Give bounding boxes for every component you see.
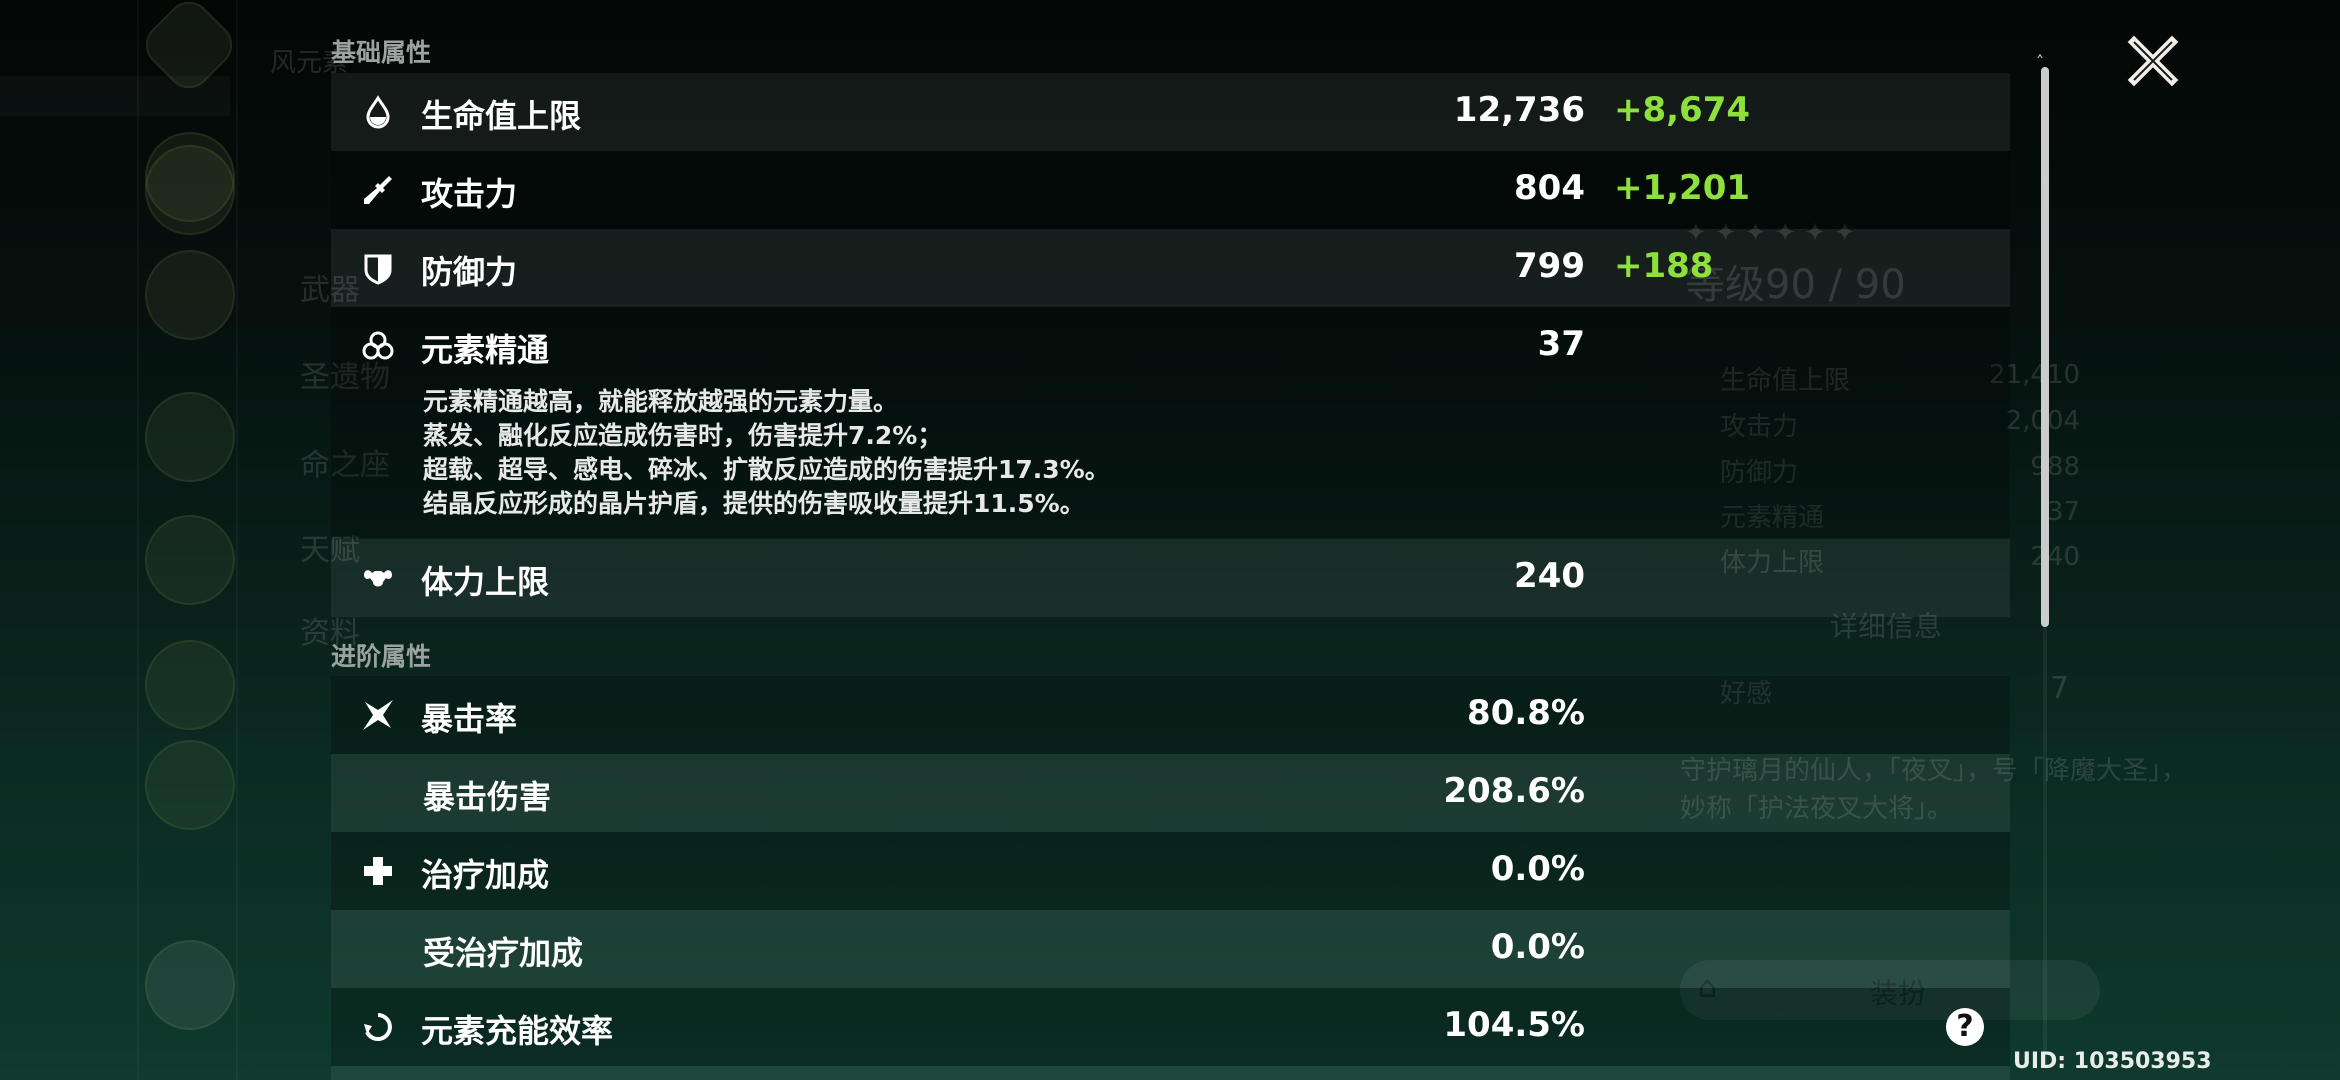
advanced-attributes-heading: 进阶属性 [331,642,432,671]
scroll-up-arrow-icon[interactable]: ˄ [2036,52,2044,71]
stat-label: 生命值上限 [1720,366,1851,396]
base-attributes-heading: 基础属性 [331,38,432,67]
stat-value: 799 [1514,246,1585,286]
description-line: 超载、超导、感电、碎冰、扩散反应造成的伤害提升17.3%。 [423,455,1110,484]
sidebar-divider [236,0,238,1080]
description-line: 蒸发、融化反应造成伤害时，伤害提升7.2%； [423,421,943,450]
stat-label: 治疗加成 [421,856,550,894]
sidebar-tab-profile[interactable]: 资料 [300,616,360,651]
stat-value: 988 [2030,452,2080,482]
description-line: 结晶反应形成的晶片护盾，提供的伤害吸收量提升11.5%。 [423,489,1085,518]
uid-label: UID: 103503953 [2013,1049,2212,1074]
stat-label: 暴击率 [421,700,518,738]
stat-value: 240 [1514,556,1585,596]
stat-value: 0.0% [1490,927,1585,967]
sidebar-divider [137,0,139,1080]
character-description-line: 妙称「护法夜叉大将」。 [1680,794,1954,824]
stat-row-crit-damage: 暴击伤害 208.6% [331,754,2010,832]
stat-row-elemental-mastery: 元素精通 37 元素精通越高，就能释放越强的元素力量。 蒸发、融化反应造成伤害时… [331,307,2010,537]
stat-label: 攻击力 [1720,412,1799,442]
stat-bonus: +188 [1614,246,1714,286]
healing-cross-icon [364,857,392,885]
stat-label: 元素充能效率 [421,1012,614,1050]
grid-menu-button[interactable] [145,940,235,1030]
sidebar-element-label: 风元素 [270,48,349,78]
crit-star-icon [363,700,393,730]
character-avatar[interactable] [145,640,235,730]
hanger-icon: ⌂ [1698,970,1718,1005]
energy-recharge-icon [364,1013,392,1041]
stat-value: 240 [2030,542,2080,572]
friendship-value: 7 [2050,671,2070,706]
stat-label: 暴击伤害 [423,778,552,816]
stat-row-max-hp: 生命值上限 12,736 +8,674 [331,73,2010,151]
outfit-button[interactable]: ⌂ 装扮 [1680,960,2100,1020]
stat-value: 0.0% [1490,849,1585,889]
stat-row-incoming-healing: 受治疗加成 0.0% [331,910,2010,988]
stat-label: 防御力 [421,253,518,291]
scrollbar-thumb[interactable] [2041,67,2049,627]
stat-value: 21,410 [1989,360,2080,390]
outfit-button-label: 装扮 [1870,977,1927,1010]
sword-icon [364,176,392,204]
character-level: 等级90 / 90 [1685,262,1906,308]
friendship-label: 好感 [1720,679,1773,709]
character-avatar[interactable] [145,250,235,340]
stat-bonus: +1,201 [1614,168,1751,208]
elemental-mastery-description: 元素精通越高，就能释放越强的元素力量。 蒸发、融化反应造成伤害时，伤害提升7.2… [423,385,1110,521]
hp-drop-icon [366,95,390,129]
sidebar-selected-highlight [0,76,230,116]
stat-label: 防御力 [1720,458,1799,488]
character-avatar[interactable] [145,392,235,482]
stat-label: 攻击力 [421,175,518,213]
sidebar-tab-weapon[interactable]: 武器 [300,273,360,308]
shield-icon [364,254,392,285]
close-icon[interactable] [2126,34,2180,88]
stat-value: 208.6% [1443,771,1585,811]
stat-value: 104.5% [1443,1005,1585,1045]
stat-row-next [331,1066,2010,1080]
stat-label: 元素精通 [421,331,550,369]
elemental-mastery-icon [362,331,394,360]
stamina-icon [364,570,392,587]
character-avatar[interactable] [145,515,235,605]
stat-value: 80.8% [1467,693,1585,733]
stat-label: 生命值上限 [421,97,582,135]
sidebar-tab-talents[interactable]: 天赋 [300,533,360,568]
stat-value: 37 [2046,497,2080,527]
stat-value: 12,736 [1453,90,1585,130]
character-avatar[interactable] [145,132,235,222]
stat-label: 受治疗加成 [423,934,584,972]
stat-label: 体力上限 [421,563,550,601]
sidebar-tab-constellation[interactable]: 命之座 [300,448,390,483]
stat-row-crit-rate: 暴击率 80.8% [331,676,2010,754]
rarity-stars: ✦✦✦✦✦✦ [1685,218,1864,248]
stat-row-max-stamina: 体力上限 240 [331,539,2010,617]
stat-value: 804 [1514,168,1585,208]
sidebar-tab-artifacts[interactable]: 圣遗物 [300,360,390,395]
stat-row-energy-recharge: 元素充能效率 104.5% [331,988,2010,1066]
stat-row-healing-bonus: 治疗加成 0.0% [331,832,2010,910]
details-button[interactable]: 详细信息 [1830,610,1943,643]
help-button[interactable]: ? [1946,1008,1984,1046]
stat-value: 37 [1537,324,1585,364]
stat-label: 体力上限 [1720,548,1825,578]
description-line: 元素精通越高，就能释放越强的元素力量。 [423,387,899,416]
stat-row-defense: 防御力 799 +188 [331,229,2010,307]
stat-bonus: +8,674 [1614,90,1751,130]
character-avatar[interactable] [145,740,235,830]
stat-row-attack: 攻击力 804 +1,201 [331,151,2010,229]
stat-label: 元素精通 [1720,503,1825,533]
character-description-line: 守护璃月的仙人，「夜叉」，号「降魔大圣」， [1680,756,2188,786]
